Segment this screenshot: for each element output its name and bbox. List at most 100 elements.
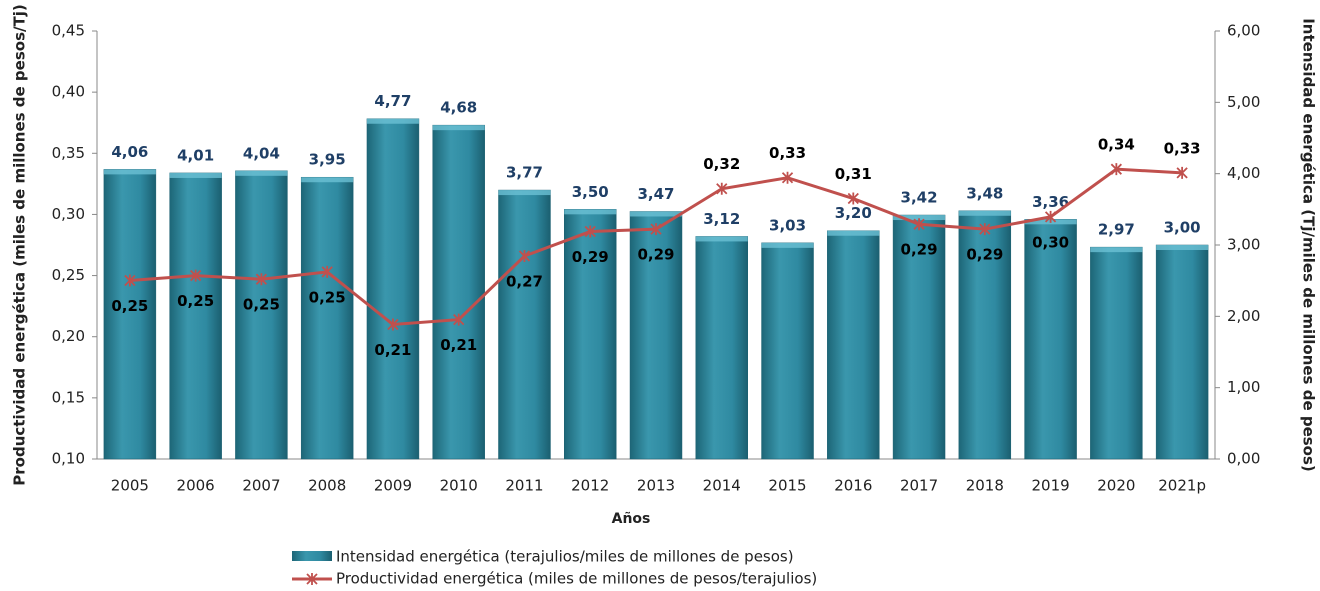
line-marker [913, 218, 925, 231]
bar-value-label: 3,12 [703, 210, 740, 228]
bar-cap [432, 125, 485, 131]
legend-label: Intensidad energética (terajulios/miles … [336, 548, 794, 566]
bar [300, 176, 354, 460]
bar-value-label: 3,42 [901, 189, 938, 207]
x-tick-label: 2013 [637, 477, 675, 495]
bar-value-label: 3,36 [1032, 193, 1069, 211]
bar [498, 189, 551, 460]
line-marker [1176, 166, 1188, 179]
x-tick-label: 2006 [177, 477, 215, 495]
y2-tick-label: 0,00 [1227, 450, 1260, 468]
bar-value-label: 4,04 [243, 144, 280, 162]
line-marker [650, 223, 662, 236]
bar-value-label: 4,68 [440, 99, 477, 117]
legend-swatch-marker [306, 573, 318, 585]
bar-cap [1090, 247, 1143, 253]
y-axis-title: Productividad energética (miles de millo… [11, 4, 29, 485]
bar [366, 118, 420, 460]
bar-cap [695, 236, 748, 242]
bar-value-label: 3,03 [769, 216, 806, 234]
bar-value-label: 2,97 [1098, 221, 1135, 239]
bar-cap [301, 177, 354, 183]
bar-cap [235, 170, 288, 176]
bar-value-label: 3,00 [1164, 219, 1201, 237]
line-value-label: 0,34 [1098, 136, 1135, 154]
line-value-label: 0,25 [243, 296, 280, 314]
y-tick-label: 0,45 [52, 22, 85, 40]
x-tick-label: 2008 [308, 477, 346, 495]
y2-tick-label: 1,00 [1227, 378, 1260, 396]
bar-cap [630, 211, 682, 217]
line-value-label: 0,25 [111, 297, 148, 315]
bar [761, 242, 814, 460]
line-marker [847, 192, 859, 205]
bar [1090, 246, 1143, 460]
bar-cap [103, 169, 156, 175]
line-value-label: 0,29 [572, 248, 609, 266]
bar-value-label: 4,77 [374, 92, 411, 110]
bar [695, 236, 748, 460]
y2-tick-label: 4,00 [1227, 164, 1260, 182]
y-tick-label: 0,40 [52, 83, 85, 101]
bar-value-label: 3,48 [966, 184, 1003, 202]
y2-axis-title: Intensidad energética (Tj/miles de millo… [1300, 18, 1318, 472]
y-tick-label: 0,35 [52, 144, 85, 162]
bar [564, 209, 617, 460]
bar [1024, 219, 1077, 460]
bar-value-label: 4,06 [111, 143, 148, 161]
bar-cap [169, 172, 222, 178]
y-tick-label: 0,25 [52, 266, 85, 284]
x-tick-label: 2015 [768, 477, 806, 495]
x-tick-label: 2016 [834, 477, 872, 495]
x-tick-label: 2018 [966, 477, 1004, 495]
line-value-label: 0,21 [374, 341, 411, 359]
bar [958, 210, 1012, 460]
bar [235, 170, 288, 460]
line-marker [453, 313, 465, 326]
x-axis-title: Años [612, 511, 651, 527]
y2-tick-label: 5,00 [1227, 93, 1260, 111]
bar-cap [1156, 245, 1209, 250]
line-value-label: 0,30 [1032, 233, 1069, 251]
x-tick-label: 2007 [242, 477, 280, 495]
bar-value-label: 3,47 [637, 185, 674, 203]
y-tick-label: 0,30 [52, 205, 85, 223]
line-marker [387, 318, 399, 331]
line-marker [255, 273, 268, 286]
bar-value-label: 4,01 [177, 146, 214, 164]
x-tick-label: 2017 [900, 477, 938, 495]
bar-value-label: 3,95 [309, 151, 346, 169]
x-tick-label: 2005 [111, 477, 149, 495]
bar-cap [893, 215, 946, 221]
bar [827, 230, 880, 460]
bar-cap [498, 190, 551, 196]
line-marker [124, 274, 136, 287]
bar-cap [958, 210, 1011, 216]
bar [169, 172, 222, 460]
line-marker [716, 182, 728, 195]
x-tick-label: 2010 [440, 477, 478, 495]
legend-swatch-bar [292, 551, 332, 561]
line-value-label: 0,29 [637, 246, 674, 264]
line-value-label: 0,29 [966, 246, 1003, 264]
bar-cap [827, 230, 880, 236]
line-value-label: 0,32 [703, 155, 740, 173]
line-value-label: 0,25 [177, 292, 214, 310]
line-value-label: 0,25 [309, 288, 346, 306]
line-marker [321, 265, 333, 278]
x-tick-label: 2019 [1031, 477, 1069, 495]
line-value-label: 0,27 [506, 273, 543, 291]
x-tick-label: 2012 [571, 477, 609, 495]
line-value-label: 0,33 [1164, 139, 1201, 157]
line-marker [518, 250, 531, 263]
bar [1155, 244, 1209, 460]
x-tick-label: 2020 [1097, 477, 1135, 495]
bar-cap [366, 118, 419, 124]
bar-cap [761, 242, 814, 248]
bar-value-label: 3,77 [506, 164, 543, 182]
line-marker [979, 223, 991, 236]
line-marker [781, 171, 794, 184]
y2-tick-label: 6,00 [1227, 22, 1260, 40]
line-value-label: 0,21 [440, 336, 477, 354]
